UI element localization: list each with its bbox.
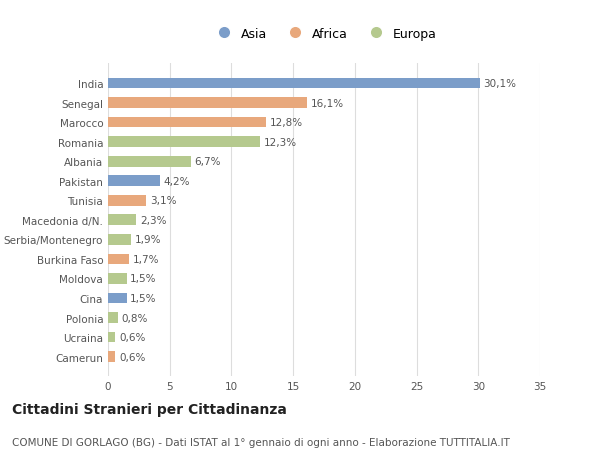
Text: 12,3%: 12,3% — [263, 137, 296, 147]
Text: 30,1%: 30,1% — [483, 79, 516, 89]
Text: COMUNE DI GORLAGO (BG) - Dati ISTAT al 1° gennaio di ogni anno - Elaborazione TU: COMUNE DI GORLAGO (BG) - Dati ISTAT al 1… — [12, 437, 510, 447]
Text: 0,6%: 0,6% — [119, 352, 145, 362]
Bar — [108, 98, 307, 109]
Text: 6,7%: 6,7% — [194, 157, 221, 167]
Text: 1,9%: 1,9% — [135, 235, 161, 245]
Text: Cittadini Stranieri per Cittadinanza: Cittadini Stranieri per Cittadinanza — [12, 402, 287, 416]
Bar — [108, 254, 129, 265]
Text: 1,5%: 1,5% — [130, 274, 157, 284]
Text: 3,1%: 3,1% — [150, 196, 176, 206]
Text: 0,8%: 0,8% — [122, 313, 148, 323]
Bar — [108, 313, 118, 323]
Text: 4,2%: 4,2% — [164, 176, 190, 186]
Text: 0,6%: 0,6% — [119, 332, 145, 342]
Text: 1,7%: 1,7% — [133, 254, 159, 264]
Text: 12,8%: 12,8% — [269, 118, 303, 128]
Bar — [108, 78, 479, 89]
Bar — [108, 274, 127, 284]
Bar — [108, 215, 136, 226]
Bar — [108, 176, 160, 187]
Text: 2,3%: 2,3% — [140, 215, 167, 225]
Bar — [108, 332, 115, 343]
Bar — [108, 293, 127, 304]
Bar — [108, 235, 131, 245]
Text: 1,5%: 1,5% — [130, 293, 157, 303]
Bar — [108, 352, 115, 362]
Bar — [108, 137, 260, 148]
Text: 16,1%: 16,1% — [310, 98, 344, 108]
Bar — [108, 157, 191, 167]
Bar — [108, 118, 266, 128]
Legend: Asia, Africa, Europa: Asia, Africa, Europa — [206, 22, 442, 45]
Bar — [108, 196, 146, 206]
